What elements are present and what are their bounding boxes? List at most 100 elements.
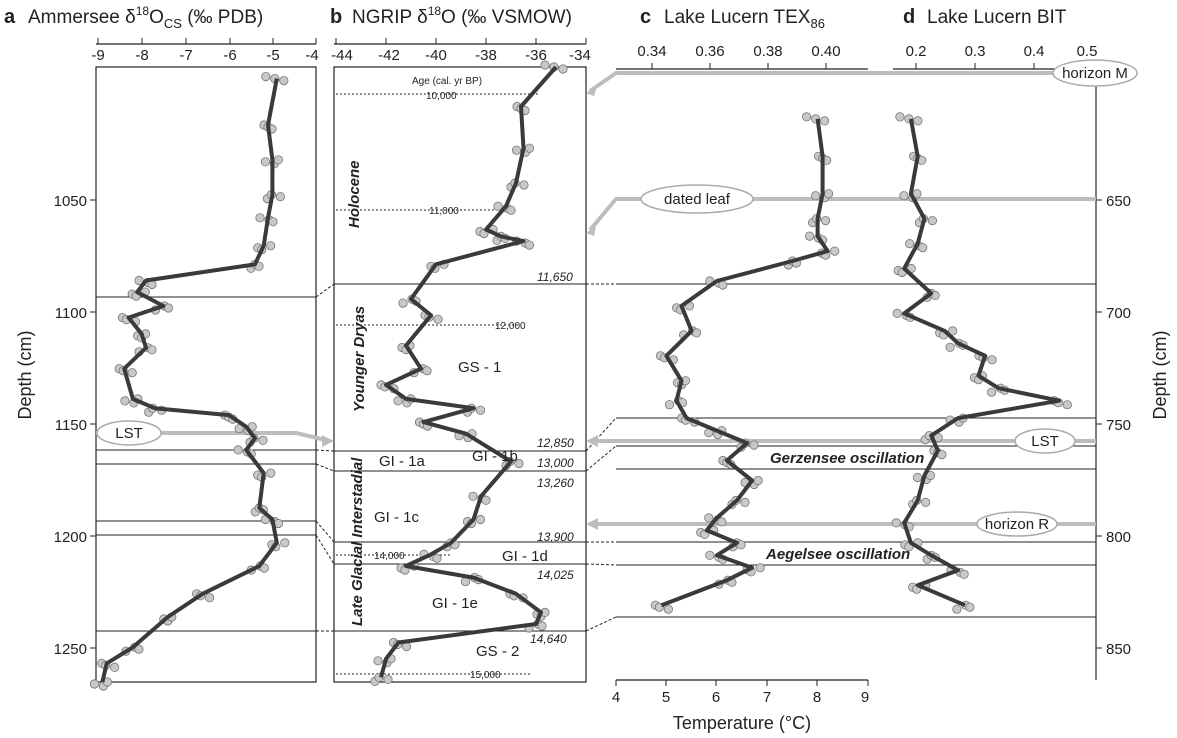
bit-point <box>912 472 923 483</box>
gerzensee-label: Gerzensee oscillation <box>770 450 924 467</box>
panel-c-letter: c <box>640 6 651 28</box>
ammersee-point <box>134 644 144 654</box>
age-header-bg <box>405 73 523 87</box>
bit-tick-2: 0.3 <box>965 43 986 60</box>
left-depth-1100: 1100 <box>55 305 87 322</box>
horizon-m-arrow <box>588 71 1060 93</box>
panel-b-frame <box>333 66 587 683</box>
dated-leaf-text: dated leaf <box>664 191 731 208</box>
b-tick-5: -36 <box>525 47 547 64</box>
dated-leaf-arrow <box>588 197 1096 232</box>
panel-a-frame <box>95 66 317 683</box>
ngrip-point <box>493 201 503 211</box>
ammersee-point <box>120 396 130 406</box>
younger-dryas-label: Younger Dryas <box>351 306 368 412</box>
ammersee-point <box>255 213 265 223</box>
ammersee-point <box>279 76 289 86</box>
a-tick-5: -5 <box>266 47 279 64</box>
right-depth-axis-label: Depth (cm) <box>1150 330 1170 419</box>
age-14000: 14,000 <box>374 551 405 562</box>
bit-point <box>987 355 997 365</box>
panel-b-post: O (‰ VSMOW) <box>441 7 572 28</box>
a-tick-6: -4 <box>305 47 318 64</box>
b-tick-3: -40 <box>425 47 447 64</box>
right-depth-700: 700 <box>1106 305 1131 322</box>
svg-text:Lake Lucern TEX86: Lake Lucern TEX86 <box>664 7 825 31</box>
tex86-point <box>663 604 674 614</box>
tex86-point <box>691 328 702 338</box>
tex86-point <box>819 116 830 126</box>
horizon-arrows <box>96 71 1096 526</box>
panel-d-title: d Lake Lucern BIT <box>903 6 1067 28</box>
right-depth-850: 850 <box>1106 641 1131 658</box>
ammersee-point <box>268 217 278 227</box>
b-tick-2: -42 <box>378 47 400 64</box>
bit-point <box>913 116 923 126</box>
bit-point <box>918 243 928 253</box>
lst-left-text: LST <box>115 425 143 442</box>
panel-a-ticks: -9 -8 -7 -6 -5 -4 <box>91 38 319 64</box>
panel-b-letter: b <box>330 6 342 28</box>
right-depth-650: 650 <box>1106 193 1131 210</box>
left-depth-1200: 1200 <box>54 529 87 546</box>
temperature-ticks: 4 5 6 7 8 9 <box>612 680 869 706</box>
ngrip-point <box>511 145 522 155</box>
horizon-m-label: horizon M <box>1052 59 1138 87</box>
tex-tick-4: 0.40 <box>811 43 840 60</box>
panel-c-ticks: 0.34 0.36 0.38 0.40 <box>637 43 841 69</box>
ammersee-point <box>266 468 276 478</box>
bit-point <box>1062 400 1072 410</box>
b-tick-4: -38 <box>475 47 497 64</box>
gs1-label: GS - 1 <box>458 359 501 376</box>
tex86-point <box>740 497 750 507</box>
tex86-point <box>705 550 715 560</box>
panel-d-title-text: Lake Lucern BIT <box>927 7 1067 28</box>
left-depth-1150: 1150 <box>55 417 87 434</box>
horizon-r-label: horizon R <box>976 511 1058 537</box>
ngrip-point <box>468 491 478 501</box>
data-curves <box>89 60 1072 691</box>
temp-tick-3: 6 <box>712 689 720 706</box>
ngrip-point <box>393 396 403 406</box>
bit-point <box>899 191 909 201</box>
temp-tick-4: 7 <box>763 689 771 706</box>
tex-tick-1: 0.34 <box>637 43 666 60</box>
lst-left-arrow <box>96 431 331 443</box>
boundary-12850: 12,850 <box>537 436 574 450</box>
ammersee-point <box>259 563 269 573</box>
ngrip-point <box>475 514 486 525</box>
left-depth-1050: 1050 <box>54 193 87 210</box>
tex86-point <box>704 513 714 523</box>
age-11000: 11,000 <box>429 206 459 217</box>
panel-c-title-text: Lake Lucern TEX <box>664 7 811 28</box>
ammersee-point <box>280 538 290 548</box>
ammersee-point <box>134 275 144 286</box>
gi1b-label: GI - 1b <box>472 448 518 465</box>
temp-tick-5: 8 <box>813 689 821 706</box>
temperature-axis-label: Temperature (°C) <box>673 713 811 733</box>
ngrip-point <box>519 180 529 190</box>
tex86-point <box>804 231 815 241</box>
panel-a-sub: CS <box>164 16 182 31</box>
ngrip-point <box>422 366 432 376</box>
left-depth-1250: 1250 <box>54 641 87 658</box>
panel-b-sup: 18 <box>428 4 442 18</box>
svg-text:NGRIP δ18O (‰ VSMOW): NGRIP δ18O (‰ VSMOW) <box>352 4 572 28</box>
tex86-point <box>753 475 763 486</box>
bit-point <box>927 216 938 226</box>
arrow-heads <box>322 86 598 530</box>
ngrip-point <box>383 674 393 685</box>
lst-left-label: LST <box>96 420 162 446</box>
lst-right-text: LST <box>1031 433 1059 450</box>
boundary-13900: 13,900 <box>537 530 574 544</box>
tex86-point <box>755 563 765 573</box>
left-depth-axis-label: Depth (cm) <box>15 330 35 419</box>
tex86-point <box>749 440 759 450</box>
ammersee-point <box>260 157 270 167</box>
tex86-point <box>810 191 821 201</box>
boundary-11650: 11,650 <box>537 270 573 284</box>
ammersee-point <box>147 345 157 355</box>
ammersee-point <box>89 679 100 689</box>
bit-point <box>986 387 997 397</box>
